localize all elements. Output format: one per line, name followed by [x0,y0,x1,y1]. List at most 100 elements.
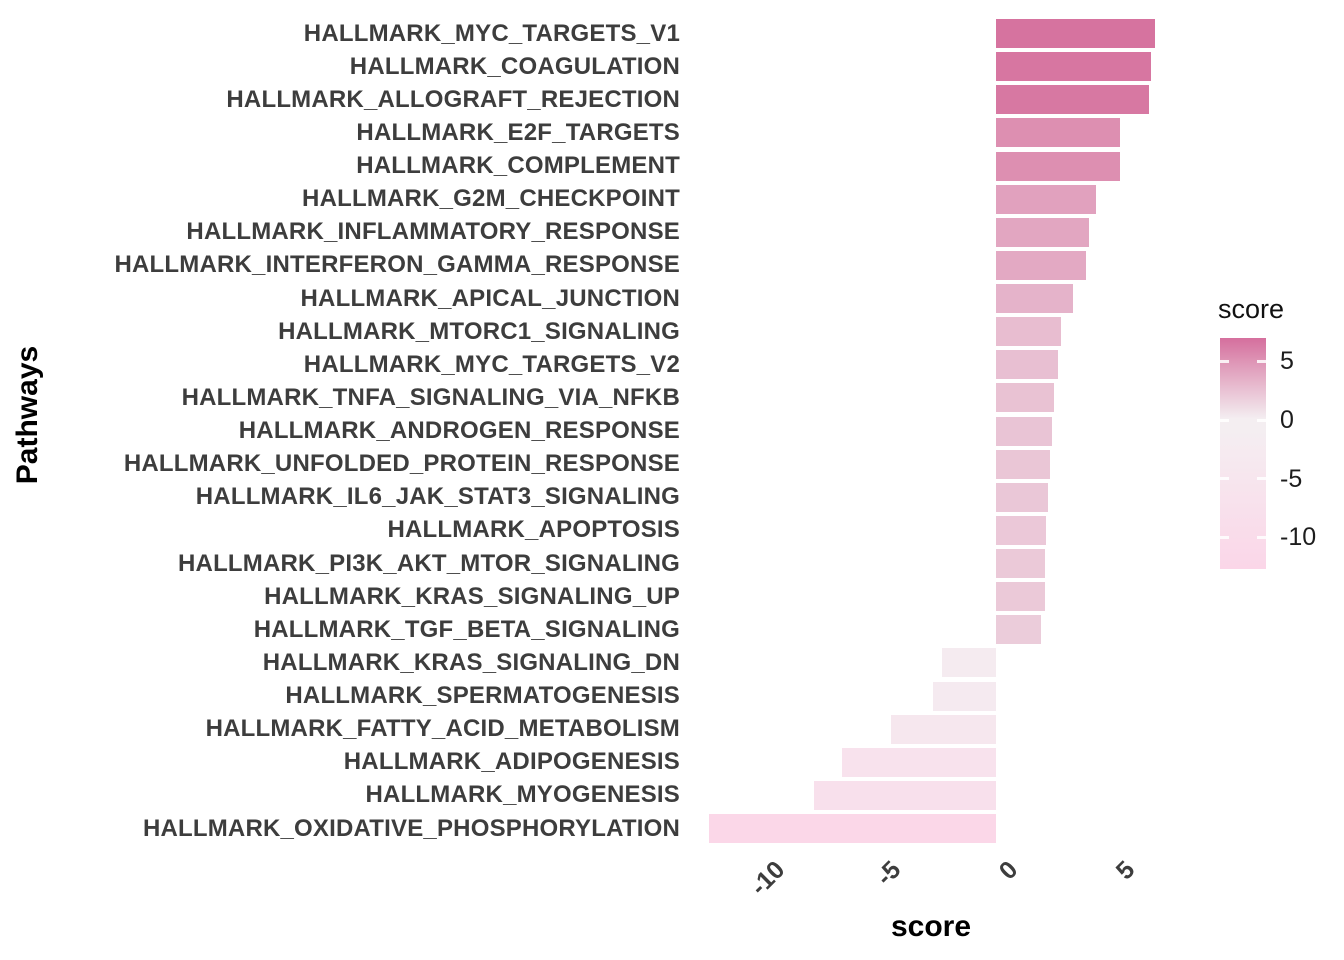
score-bar [996,52,1152,82]
bar-row: HALLMARK_APICAL_JUNCTION [0,282,1176,315]
y-axis-label: HALLMARK_ALLOGRAFT_REJECTION [226,85,680,113]
score-bar [996,217,1090,247]
bar-row: HALLMARK_UNFOLDED_PROTEIN_RESPONSE [0,448,1176,481]
bar-track [686,317,1176,347]
x-axis-title: score [890,910,972,943]
bar-row: HALLMARK_INTERFERON_GAMMA_RESPONSE [0,249,1176,282]
y-axis-label: HALLMARK_TGF_BETA_SIGNALING [253,615,680,643]
x-tick-label: -10 [744,855,791,901]
bar-track [686,515,1176,545]
bar-track [686,482,1176,512]
score-bar [996,615,1042,645]
score-bar [996,549,1045,579]
score-bar [996,85,1149,115]
y-axis-label: HALLMARK_SPERMATOGENESIS [285,682,680,710]
y-axis-label: HALLMARK_KRAS_SIGNALING_UP [264,582,680,610]
y-axis-label: HALLMARK_APOPTOSIS [387,516,680,544]
y-axis-label: HALLMARK_OXIDATIVE_PHOSPHORYLATION [142,814,680,842]
score-bar [996,482,1049,512]
score-bar [996,19,1155,49]
score-bar [996,118,1120,148]
y-axis-label: HALLMARK_MYC_TARGETS_V2 [303,350,680,378]
bar-row: HALLMARK_IL6_JAK_STAT3_SIGNALING [0,481,1176,514]
bar-row: HALLMARK_G2M_CHECKPOINT [0,183,1176,216]
legend-gradient-bar [1220,338,1266,569]
y-axis-label: HALLMARK_INTERFERON_GAMMA_RESPONSE [114,251,680,279]
y-axis-label: HALLMARK_ANDROGEN_RESPONSE [238,417,680,445]
bar-track [686,383,1176,413]
bar-row: HALLMARK_ALLOGRAFT_REJECTION [0,83,1176,116]
bar-row: HALLMARK_MYC_TARGETS_V1 [0,17,1176,50]
legend-tick-mark [1220,418,1229,422]
y-axis-label: HALLMARK_APICAL_JUNCTION [300,284,680,312]
bar-row: HALLMARK_MYOGENESIS [0,779,1176,812]
bar-track [686,582,1176,612]
bar-row: HALLMARK_KRAS_SIGNALING_DN [0,646,1176,679]
bar-row: HALLMARK_TGF_BETA_SIGNALING [0,613,1176,646]
y-axis-label: HALLMARK_MYOGENESIS [365,781,680,809]
legend-tick-mark [1257,418,1266,422]
legend-tick-mark [1220,535,1229,539]
bar-track [686,350,1176,380]
y-axis-label: HALLMARK_PI3K_AKT_MTOR_SIGNALING [178,549,680,577]
legend-tick-label: -10 [1280,523,1317,552]
legend-title: score [1218,294,1285,324]
bar-track [686,449,1176,479]
bar-row: HALLMARK_MTORC1_SIGNALING [0,315,1176,348]
y-axis-label: HALLMARK_COAGULATION [349,52,680,80]
score-bar [996,184,1097,214]
legend-tick-mark [1257,477,1266,481]
bar-row: HALLMARK_MYC_TARGETS_V2 [0,348,1176,381]
legend-tick-mark [1257,359,1266,363]
bar-track [686,284,1176,314]
score-bar [709,814,996,844]
bar-row: HALLMARK_KRAS_SIGNALING_UP [0,580,1176,613]
bar-track [686,648,1176,678]
score-bar [942,648,996,678]
x-tick-label: 5 [1110,855,1141,886]
bar-row: HALLMARK_COAGULATION [0,50,1176,83]
score-bar [996,416,1052,446]
legend-tick-label: 0 [1280,406,1294,435]
bar-track [686,217,1176,247]
bar-row: HALLMARK_OXIDATIVE_PHOSPHORYLATION [0,812,1176,845]
bar-track [686,714,1176,744]
score-bar [996,582,1045,612]
legend-tick-mark [1257,535,1266,539]
bar-track [686,780,1176,810]
bar-track [686,681,1176,711]
bar-row: HALLMARK_APOPTOSIS [0,514,1176,547]
bar-track [686,151,1176,181]
bar-track [686,747,1176,777]
bar-row: HALLMARK_ADIPOGENESIS [0,746,1176,779]
legend-tick-label: 5 [1280,347,1294,376]
score-bar [996,449,1050,479]
bar-row: HALLMARK_FATTY_ACID_METABOLISM [0,713,1176,746]
y-axis-label: HALLMARK_UNFOLDED_PROTEIN_RESPONSE [123,450,680,478]
score-bar [996,250,1086,280]
bar-row: HALLMARK_INFLAMMATORY_RESPONSE [0,216,1176,249]
bar-row: HALLMARK_COMPLEMENT [0,150,1176,183]
bar-track [686,549,1176,579]
score-bar [996,383,1055,413]
y-axis-label: HALLMARK_ADIPOGENESIS [343,748,680,776]
bar-row: HALLMARK_TNFA_SIGNALING_VIA_NFKB [0,381,1176,414]
bar-row: HALLMARK_PI3K_AKT_MTOR_SIGNALING [0,547,1176,580]
legend-tick-mark [1220,477,1229,481]
score-bar [996,317,1062,347]
score-bar [891,714,996,744]
y-axis-label: HALLMARK_KRAS_SIGNALING_DN [262,648,680,676]
score-bar [842,747,996,777]
legend-tick-label: -5 [1280,464,1303,493]
y-axis-label: HALLMARK_E2F_TARGETS [356,118,680,146]
bar-track [686,85,1176,115]
y-axis-label: HALLMARK_TNFA_SIGNALING_VIA_NFKB [181,383,680,411]
bar-track [686,118,1176,148]
bar-track [686,615,1176,645]
bar-track [686,250,1176,280]
legend-tick-mark [1220,359,1229,363]
bar-track [686,19,1176,49]
y-axis-label: HALLMARK_G2M_CHECKPOINT [302,185,680,213]
score-bar [814,780,996,810]
